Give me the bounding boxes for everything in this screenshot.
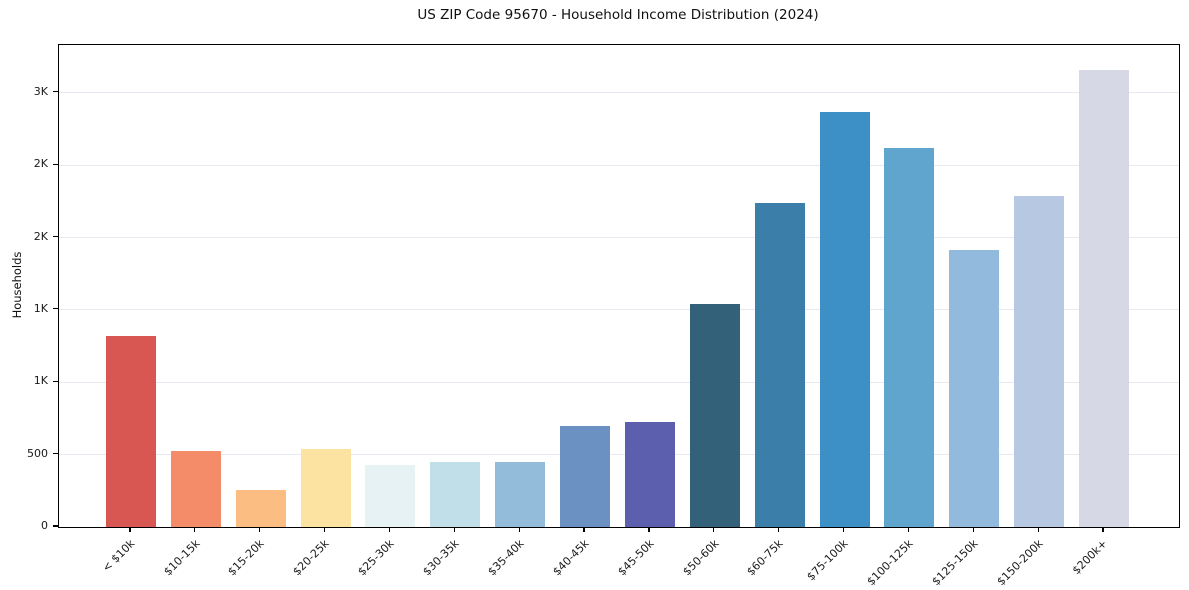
x-tick-mark bbox=[453, 527, 455, 532]
x-tick-label: $35-40k bbox=[485, 537, 527, 579]
bar-$50-60k bbox=[689, 304, 740, 527]
y-tick-label: 1K bbox=[33, 301, 48, 315]
x-tick-mark bbox=[324, 527, 326, 532]
x-tick-mark bbox=[129, 527, 131, 532]
y-tick-mark bbox=[53, 235, 58, 238]
y-tick-mark bbox=[53, 525, 58, 527]
x-tick-label: $100-125k bbox=[864, 537, 916, 589]
bar-$200k+ bbox=[1079, 69, 1130, 527]
y-tick-mark bbox=[53, 163, 58, 165]
x-tick-mark bbox=[842, 527, 845, 532]
x-tick-mark bbox=[713, 527, 715, 532]
y-tick-mark bbox=[53, 91, 58, 93]
gridline bbox=[59, 454, 1179, 456]
x-tick-label: < $10k bbox=[99, 537, 138, 575]
x-tick-label: $20-25k bbox=[290, 537, 332, 579]
x-tick-mark bbox=[1102, 527, 1104, 532]
x-tick-label: $45-50k bbox=[614, 537, 657, 579]
gridline bbox=[59, 92, 1179, 94]
x-tick-label: $40-45k bbox=[550, 537, 592, 579]
y-tick-label: 0 bbox=[41, 519, 48, 532]
y-tick-label: 1K bbox=[33, 374, 48, 388]
x-tick-label: $30-35k bbox=[420, 537, 462, 579]
x-tick-label: $15-20k bbox=[225, 537, 267, 579]
x-tick-mark bbox=[778, 527, 780, 532]
x-tick-label: $50-60k bbox=[679, 537, 722, 579]
y-axis: 0 500 1K 1K 2K 2K 3K bbox=[0, 44, 58, 532]
bar-$100-125k bbox=[884, 147, 935, 527]
gridline bbox=[59, 237, 1179, 238]
x-tick-label: $25-30k bbox=[355, 537, 397, 579]
x-tick-label: $60-75k bbox=[744, 537, 786, 579]
x-tick-mark bbox=[648, 527, 650, 532]
x-tick-mark bbox=[907, 527, 910, 532]
y-tick-label: 2K bbox=[33, 157, 48, 171]
gridline bbox=[59, 381, 1179, 383]
bar-$25-30k bbox=[365, 464, 416, 527]
x-tick-mark bbox=[388, 527, 391, 532]
x-axis: < $10k $10-15k $15-20k $20-25k $25-30k $30-35… bbox=[58, 527, 1178, 590]
y-tick-label: 2K bbox=[33, 229, 48, 243]
bar-$20-25k bbox=[300, 448, 351, 527]
bar-$75-100k bbox=[819, 112, 870, 527]
y-tick-label: 500 bbox=[27, 446, 48, 460]
plot-area bbox=[58, 44, 1180, 528]
y-tick-mark bbox=[53, 453, 58, 455]
x-tick-mark bbox=[583, 527, 585, 532]
bar-$10-15k bbox=[170, 451, 221, 527]
x-tick-mark bbox=[259, 527, 261, 532]
bar-$30-35k bbox=[430, 461, 481, 527]
gridline bbox=[59, 309, 1179, 311]
x-tick-label: $75-100k bbox=[804, 537, 851, 584]
chart-title: US ZIP Code 95670 - Household Income Dis… bbox=[417, 7, 819, 23]
y-tick-label: 3K bbox=[33, 84, 48, 98]
x-tick-label: $125-150k bbox=[929, 537, 981, 589]
x-tick-label: $10-15k bbox=[160, 537, 203, 579]
bar-$15-20k bbox=[235, 490, 286, 527]
bar-$40-45k bbox=[560, 426, 611, 527]
bar-< $10k bbox=[106, 335, 156, 527]
bar-$125-150k bbox=[949, 249, 1000, 527]
bar-$60-75k bbox=[754, 202, 805, 527]
x-tick-mark bbox=[1037, 527, 1039, 532]
bar-$35-40k bbox=[495, 462, 546, 527]
x-tick-mark bbox=[518, 527, 520, 532]
gridline bbox=[59, 164, 1179, 166]
x-tick-mark bbox=[194, 527, 196, 532]
x-tick-mark bbox=[972, 527, 974, 532]
y-tick-mark bbox=[53, 308, 58, 310]
bar-$150-200k bbox=[1014, 195, 1065, 527]
x-tick-label: $200k+ bbox=[1070, 537, 1111, 578]
bar-$45-50k bbox=[624, 422, 675, 527]
y-tick-mark bbox=[53, 380, 58, 382]
x-tick-label: $150-200k bbox=[994, 537, 1046, 589]
